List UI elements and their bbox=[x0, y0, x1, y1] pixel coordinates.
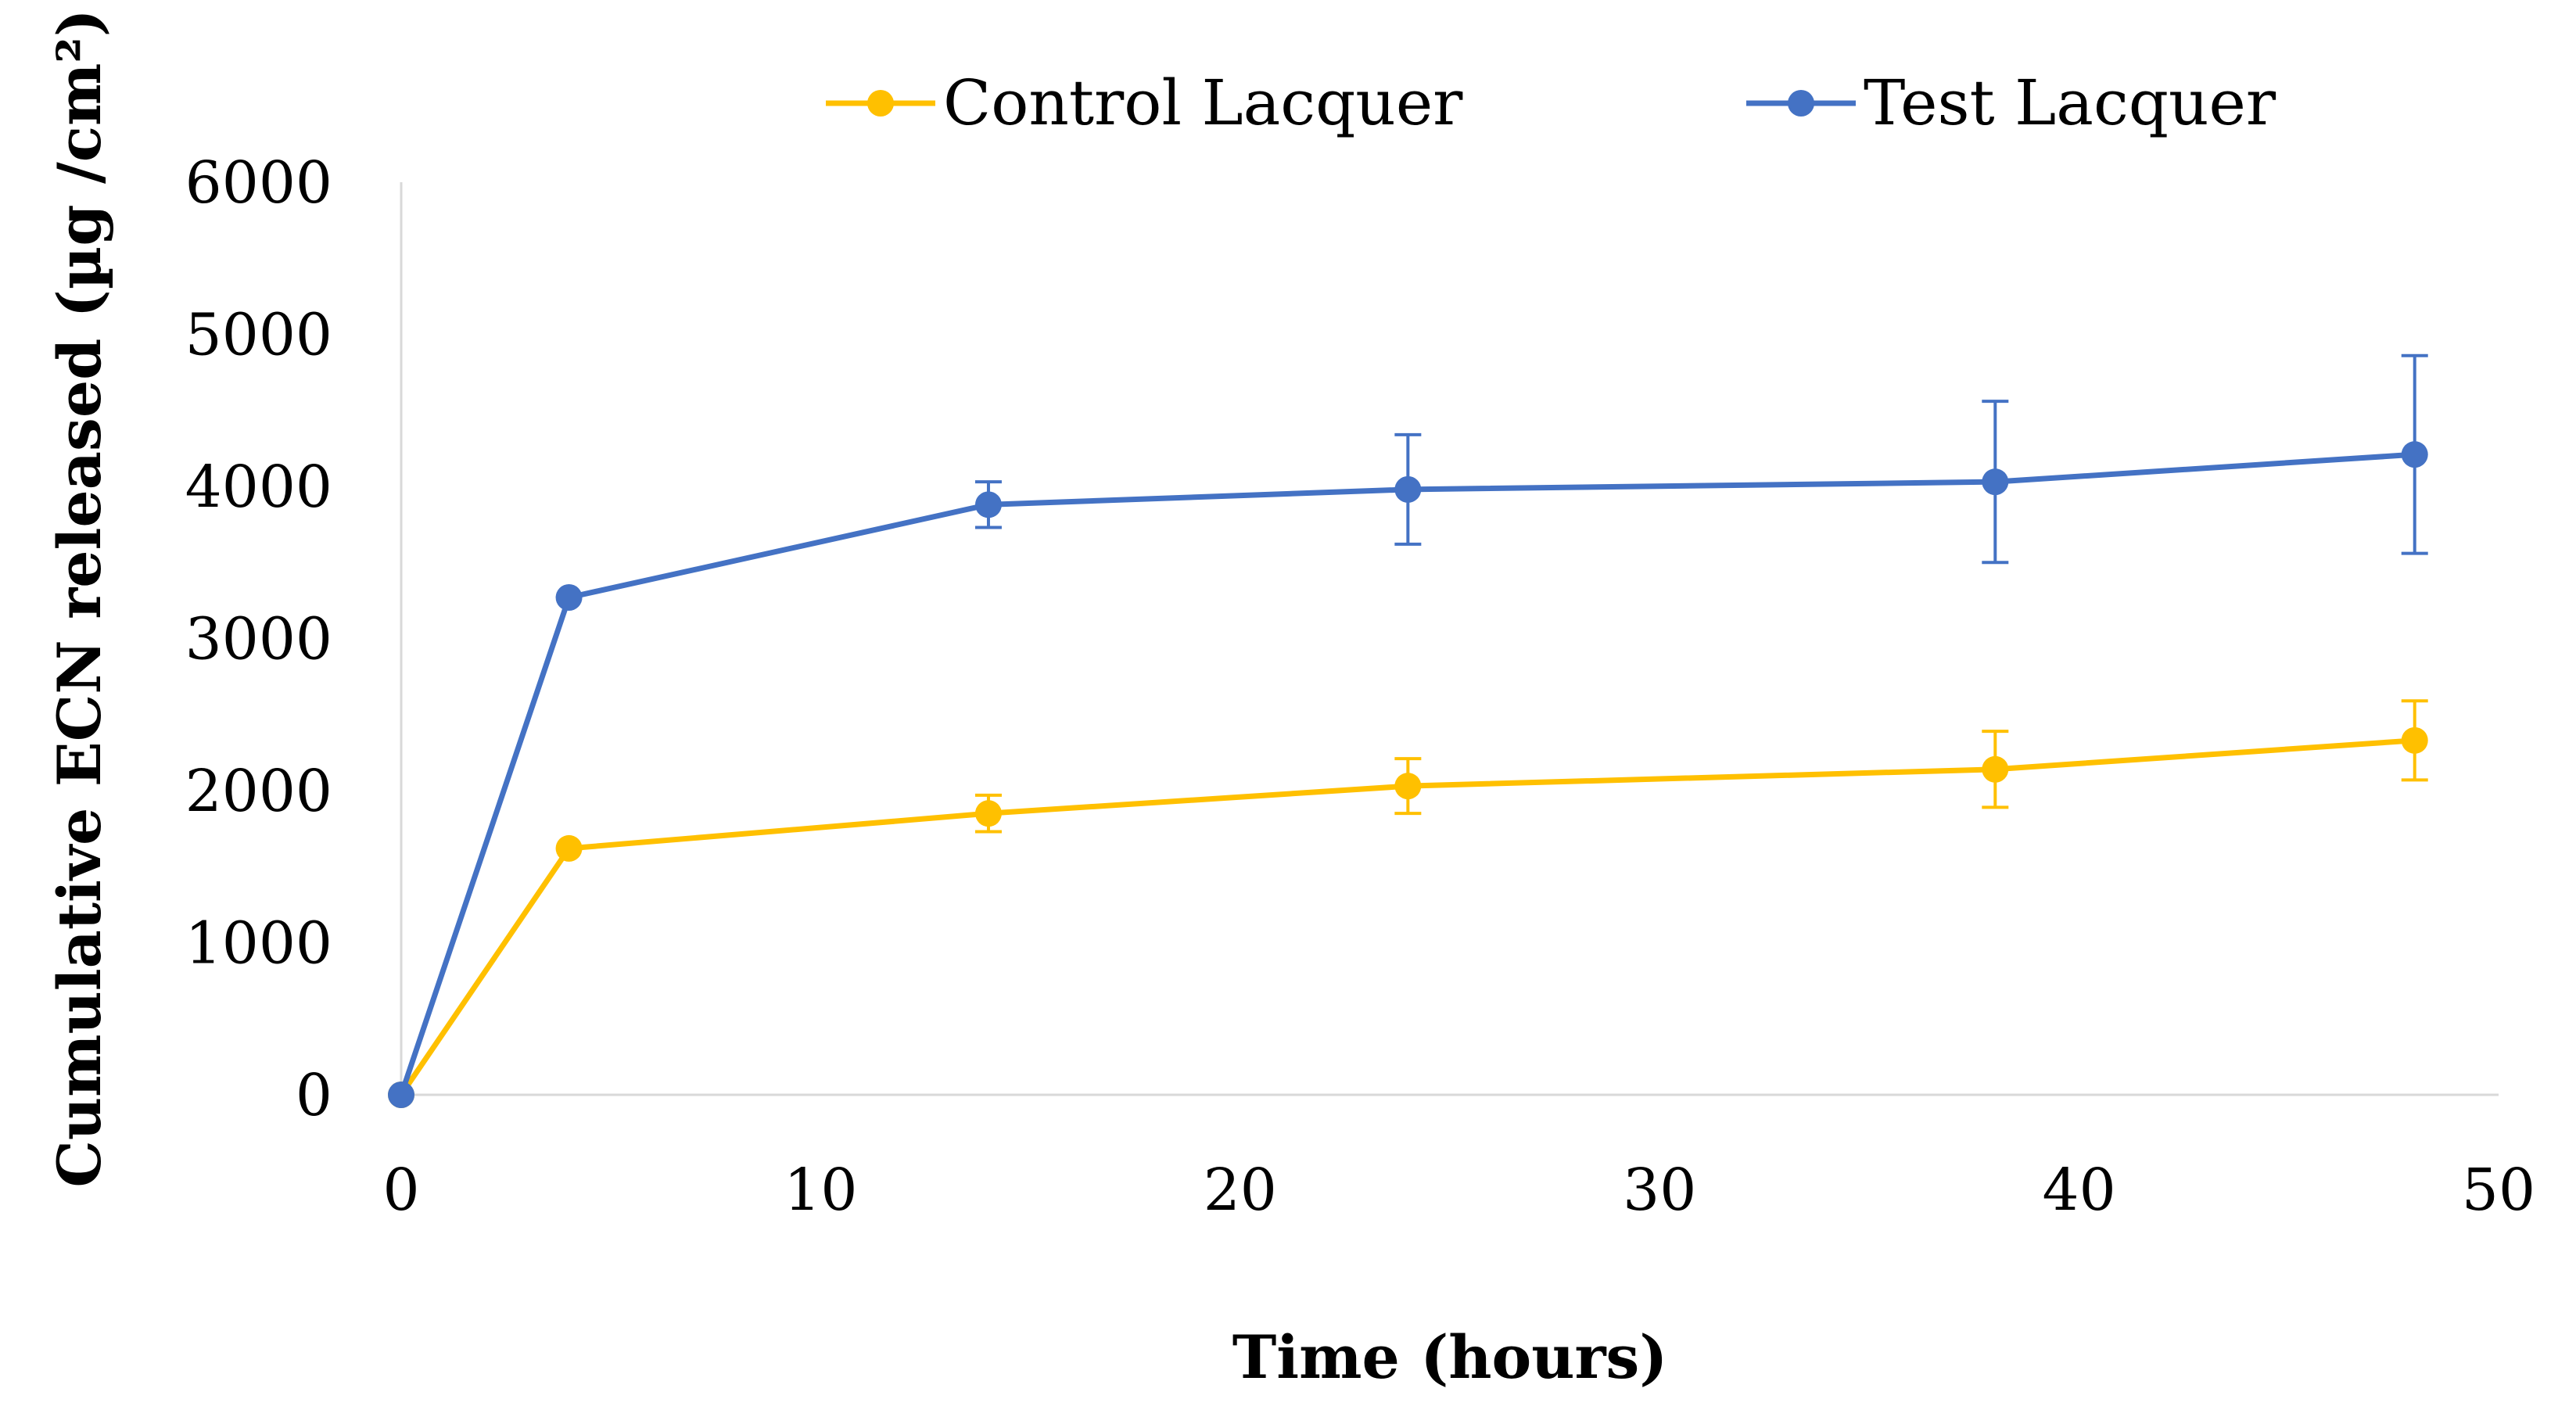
data-point bbox=[555, 583, 583, 611]
data-point bbox=[555, 834, 583, 862]
legend-item: Test Lacquer bbox=[1746, 66, 2276, 139]
legend-label: Control Lacquer bbox=[943, 66, 1463, 139]
x-tick-label: 40 bbox=[2043, 1157, 2116, 1224]
data-point bbox=[2401, 726, 2428, 754]
series-control-lacquer bbox=[388, 699, 2428, 1108]
x-tick-label: 0 bbox=[382, 1157, 419, 1224]
y-tick-label: 6000 bbox=[185, 149, 332, 217]
x-tick-label: 10 bbox=[784, 1157, 857, 1224]
data-point bbox=[388, 1082, 414, 1108]
data-point bbox=[1982, 468, 2009, 496]
axes bbox=[400, 182, 2499, 1096]
x-axis-title: Time (hours) bbox=[1232, 1322, 1668, 1392]
data-point bbox=[1394, 773, 1422, 800]
y-tick-labels: 0 1000 2000 3000 4000 5000 6000 bbox=[185, 149, 332, 1129]
series-line bbox=[399, 737, 2415, 1096]
legend-item: Control Lacquer bbox=[826, 66, 1463, 139]
y-tick-label: 5000 bbox=[185, 302, 332, 369]
legend-marker bbox=[1788, 90, 1814, 117]
data-point bbox=[2401, 441, 2428, 468]
data-point bbox=[974, 800, 1002, 827]
y-tick-label: 4000 bbox=[185, 454, 332, 521]
data-point bbox=[1394, 475, 1422, 503]
legend-marker bbox=[867, 90, 894, 117]
y-tick-label: 0 bbox=[296, 1062, 332, 1129]
y-tick-label: 3000 bbox=[185, 606, 332, 673]
legend: Control Lacquer Test Lacquer bbox=[826, 66, 2276, 139]
series-line bbox=[398, 451, 2415, 1096]
y-tick-label: 1000 bbox=[185, 910, 332, 978]
legend-label: Test Lacquer bbox=[1864, 66, 2276, 139]
x-tick-label: 50 bbox=[2462, 1157, 2535, 1224]
data-point bbox=[1982, 755, 2009, 783]
series-test-lacquer bbox=[388, 353, 2428, 1108]
x-tick-label: 20 bbox=[1204, 1157, 1277, 1224]
x-tick-labels: 0 10 20 30 40 50 bbox=[382, 1157, 2535, 1224]
x-tick-label: 30 bbox=[1623, 1157, 1696, 1224]
data-point bbox=[974, 491, 1002, 518]
y-tick-label: 2000 bbox=[185, 758, 332, 825]
y-axis-title: Cumulative ECN released (µg /cm²) bbox=[45, 9, 114, 1187]
series bbox=[388, 353, 2428, 1108]
